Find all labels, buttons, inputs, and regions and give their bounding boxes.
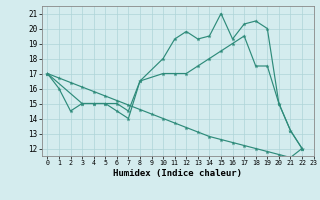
- X-axis label: Humidex (Indice chaleur): Humidex (Indice chaleur): [113, 169, 242, 178]
